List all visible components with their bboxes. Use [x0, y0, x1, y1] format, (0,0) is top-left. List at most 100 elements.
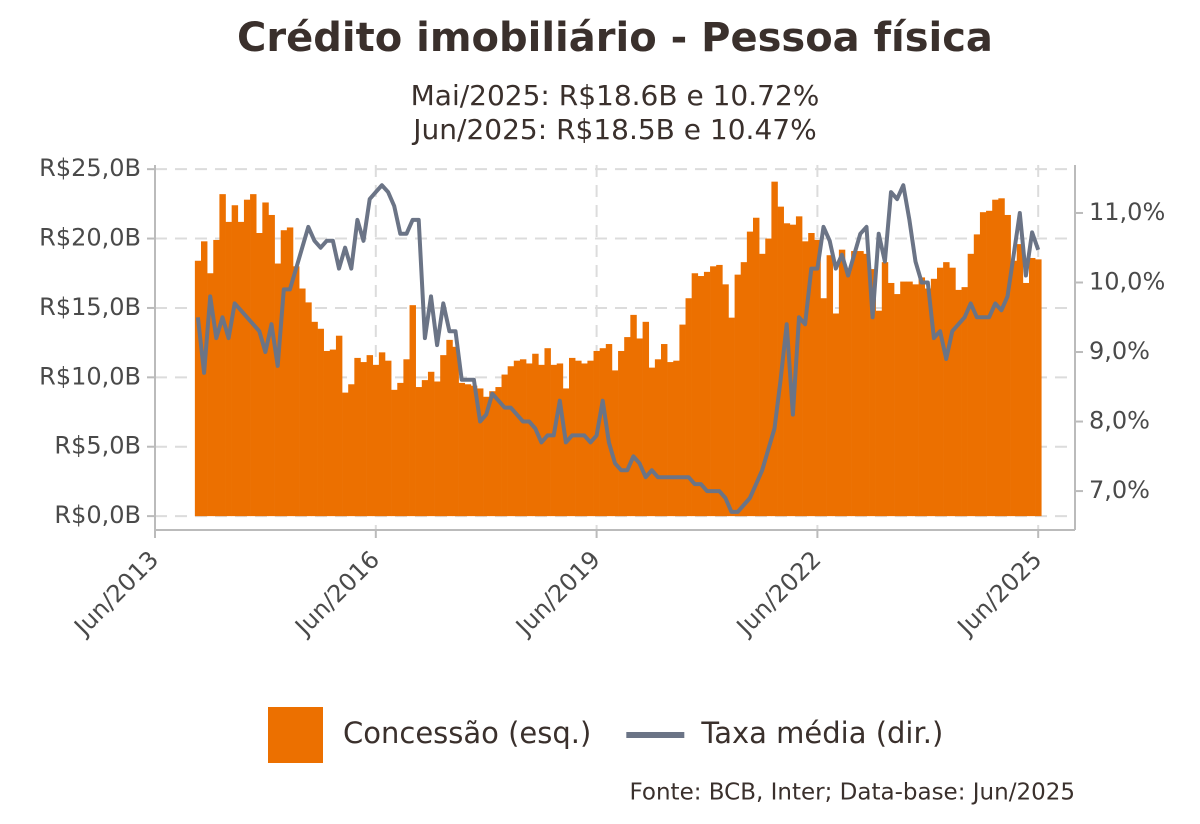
bar	[826, 255, 834, 517]
bar	[998, 198, 1005, 517]
bar	[556, 363, 564, 517]
legend-swatch	[268, 707, 323, 763]
bar	[526, 363, 533, 517]
bar	[857, 251, 864, 517]
bar	[587, 360, 594, 517]
bar	[360, 362, 367, 517]
bar	[863, 253, 870, 517]
bar	[286, 227, 294, 517]
bar	[722, 284, 729, 517]
bar	[697, 276, 705, 517]
bar	[243, 199, 251, 517]
line	[195, 183, 1041, 514]
bar	[912, 284, 919, 517]
bar	[403, 359, 410, 517]
y-tick-label: R$25,0B	[39, 154, 141, 182]
bar	[728, 317, 735, 517]
legend-label: Taxa média (dir.)	[700, 716, 943, 750]
bar	[851, 251, 858, 517]
bar	[875, 310, 883, 517]
bar	[599, 348, 607, 517]
bar	[691, 273, 699, 517]
bar	[618, 350, 625, 517]
bar	[611, 370, 619, 517]
bar	[274, 263, 282, 517]
bar	[710, 266, 717, 517]
bar	[311, 321, 318, 517]
subtitle: Mai/2025: R$18.6B e 10.72%	[411, 79, 820, 112]
bar	[427, 371, 435, 517]
bar	[703, 271, 711, 517]
bar	[194, 260, 202, 517]
bar	[949, 267, 956, 517]
bar	[421, 380, 429, 517]
bar	[979, 212, 987, 517]
bar	[532, 353, 539, 517]
bar	[887, 282, 895, 517]
bar	[219, 194, 226, 517]
bar	[894, 294, 901, 517]
bar	[869, 269, 876, 517]
source: Fonte: BCB, Inter; Data-base: Jun/2025	[630, 780, 1076, 806]
bar	[507, 366, 515, 517]
bar	[759, 253, 766, 517]
bar	[317, 328, 324, 517]
bar	[845, 271, 852, 517]
bar	[661, 344, 668, 517]
x-tick-label: Jun/2013	[68, 545, 165, 642]
bar	[470, 385, 478, 517]
bar	[305, 302, 312, 517]
bar	[636, 338, 643, 517]
bar	[753, 217, 760, 517]
bar	[808, 233, 815, 517]
bar	[237, 221, 245, 517]
bar	[734, 274, 742, 517]
bar	[943, 262, 950, 517]
bar	[342, 392, 349, 517]
bar	[348, 384, 355, 517]
bar	[624, 337, 631, 517]
bar	[262, 202, 269, 517]
bar	[544, 348, 551, 517]
bar	[783, 223, 791, 517]
bar	[1004, 214, 1011, 517]
y-tick-label: R$10,0B	[39, 362, 141, 390]
bar	[483, 396, 490, 517]
bar	[489, 391, 496, 517]
bar	[630, 314, 637, 517]
bar	[740, 262, 748, 517]
bar	[409, 305, 416, 517]
bar	[354, 357, 361, 517]
bar	[1016, 244, 1024, 517]
bar	[562, 388, 570, 517]
bar	[832, 313, 840, 517]
bar	[397, 382, 404, 517]
bar	[967, 253, 975, 517]
bar	[820, 298, 827, 517]
y2-tick-label: 11,0%	[1089, 198, 1165, 226]
bar	[293, 266, 300, 517]
bar	[280, 230, 288, 517]
bar	[415, 387, 423, 517]
bar	[937, 267, 944, 517]
bar	[765, 238, 772, 517]
x-tick-label: Jun/2022	[730, 545, 827, 642]
bar	[250, 194, 257, 517]
x-tick-label: Jun/2025	[951, 545, 1048, 642]
bar	[992, 199, 999, 517]
y2-tick-label: 8,0%	[1089, 407, 1150, 435]
bar	[256, 233, 263, 517]
x-tick-label: Jun/2016	[288, 545, 385, 642]
bar	[814, 239, 821, 517]
bar	[385, 360, 392, 517]
bar	[575, 360, 582, 517]
bar	[685, 298, 692, 517]
y2-tick-label: 9,0%	[1089, 337, 1150, 365]
bar	[924, 288, 932, 517]
bar	[1035, 259, 1042, 517]
bar	[648, 367, 656, 517]
bar	[955, 289, 962, 517]
bar	[372, 364, 380, 517]
chart-title: Crédito imobiliário - Pessoa física	[237, 15, 993, 61]
